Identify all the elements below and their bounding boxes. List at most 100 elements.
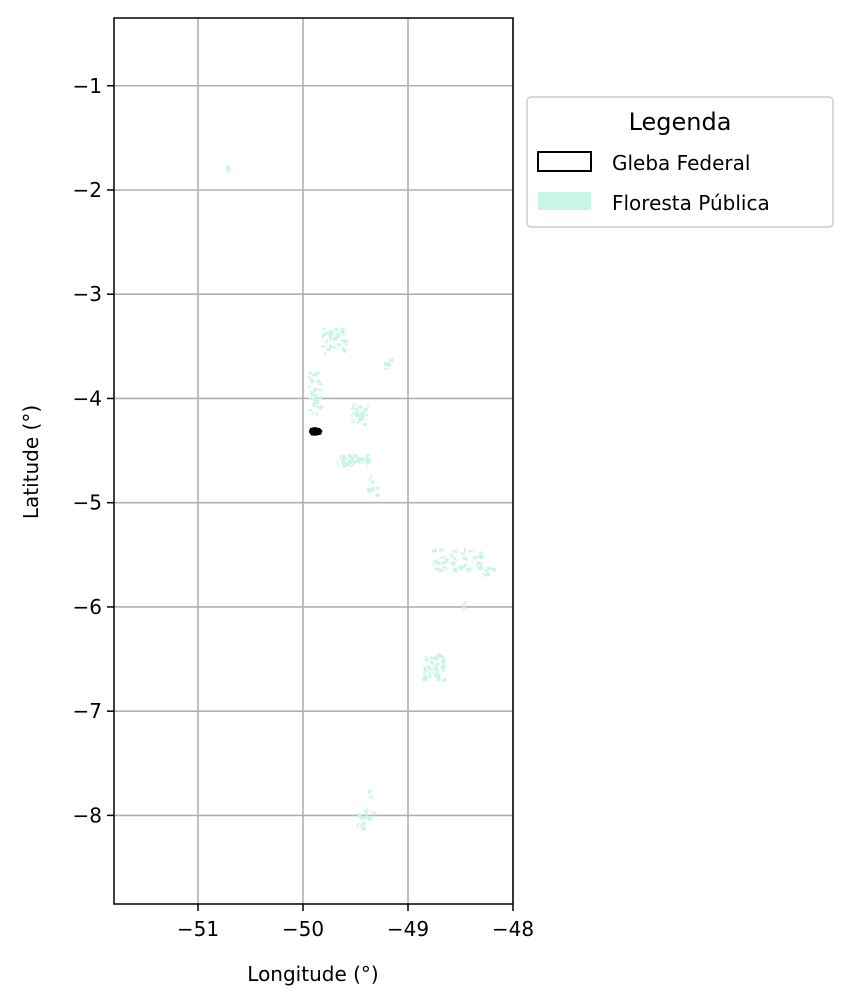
floresta-publica-patch (333, 347, 336, 349)
floresta-publica-patch (356, 421, 359, 424)
floresta-publica-patch (461, 609, 466, 611)
floresta-publica-patch (435, 662, 440, 666)
legend: Legenda Gleba Federal Floresta Pública (526, 96, 834, 228)
floresta-publica-patch (315, 412, 318, 415)
floresta-publica-patch (469, 568, 473, 570)
floresta-publica-patch (453, 550, 458, 553)
floresta-publica-patch (429, 661, 434, 665)
y-tick-label: −5 (73, 491, 102, 515)
floresta-publica-patch (227, 167, 231, 170)
floresta-publica-patch (464, 562, 467, 566)
floresta-publica-patch (442, 555, 444, 559)
floresta-publica-patch (310, 380, 313, 384)
legend-swatch-gleba-federal (537, 151, 592, 172)
floresta-publica-patch (312, 373, 315, 377)
floresta-publica-patch (426, 665, 431, 669)
floresta-publica-patch (440, 568, 443, 572)
floresta-publica-patch (315, 371, 318, 375)
gleba-federal-polygon (308, 427, 323, 436)
floresta-publica-patch (312, 402, 316, 407)
floresta-publica-patch (320, 405, 323, 407)
floresta-publica-patch (480, 564, 483, 568)
floresta-publica-patch (465, 567, 471, 572)
floresta-publica-patch (440, 665, 444, 670)
floresta-publica-patch (435, 673, 441, 678)
floresta-publica-patch (432, 671, 435, 674)
floresta-publica-patch (225, 167, 229, 170)
floresta-publica-patch (439, 548, 443, 552)
floresta-publica-patch (321, 334, 324, 339)
floresta-publica-patch (363, 815, 369, 819)
floresta-publica-patch (342, 327, 345, 332)
floresta-publica-patch (387, 361, 390, 363)
floresta-publica-patch (355, 407, 358, 411)
floresta-publica-patch (434, 567, 439, 571)
floresta-publica-patch (313, 397, 317, 401)
floresta-publica-patch (321, 345, 326, 348)
floresta-publica-patch (467, 608, 469, 611)
y-tick-label: −4 (73, 386, 102, 410)
floresta-publica-patch (475, 556, 480, 558)
floresta-publica-patch (436, 567, 441, 572)
floresta-publica-patch (384, 361, 387, 364)
floresta-publica-patch (370, 475, 372, 479)
floresta-publica-patch (478, 566, 484, 570)
floresta-publica-patch (451, 556, 454, 559)
floresta-publica-patch (361, 415, 365, 419)
x-tick-label: −48 (492, 917, 534, 941)
floresta-publica-patch (350, 460, 355, 463)
floresta-publica-patch (358, 813, 362, 818)
legend-label-floresta-publica: Floresta Pública (612, 191, 770, 215)
floresta-publica-patch (432, 656, 438, 661)
floresta-publica-patch (361, 821, 366, 825)
floresta-publica-patch (360, 457, 365, 461)
floresta-publica-patch (439, 562, 445, 565)
floresta-publica-patch (351, 459, 355, 462)
floresta-publica-patch (442, 561, 447, 564)
floresta-publica-patch (441, 658, 446, 661)
floresta-publica-patch (361, 411, 366, 415)
floresta-publica-layer (225, 165, 497, 831)
floresta-publica-patch (435, 678, 438, 680)
floresta-publica-patch (450, 561, 456, 566)
floresta-publica-patch (438, 567, 440, 569)
floresta-publica-patch (442, 564, 445, 569)
floresta-publica-patch (350, 422, 353, 425)
floresta-publica-patch (335, 334, 340, 339)
floresta-publica-patch (358, 813, 361, 815)
floresta-publica-patch (435, 669, 439, 673)
floresta-publica-patch (375, 486, 380, 490)
floresta-publica-patch (384, 367, 389, 370)
floresta-publica-patch (479, 555, 484, 560)
floresta-publica-patch (308, 397, 314, 400)
floresta-publica-patch (307, 385, 311, 388)
floresta-publica-patch (352, 461, 355, 466)
floresta-publica-patch (486, 566, 491, 571)
floresta-publica-patch (367, 816, 372, 821)
floresta-publica-patch (436, 656, 439, 660)
floresta-publica-patch (367, 488, 371, 491)
legend-label-gleba-federal: Gleba Federal (612, 151, 750, 175)
floresta-publica-patch (491, 567, 497, 572)
floresta-publica-patch (328, 348, 331, 352)
floresta-publica-patch (484, 573, 487, 577)
floresta-publica-patch (319, 396, 322, 400)
floresta-publica-patch (356, 459, 358, 463)
floresta-publica-patch (371, 811, 377, 814)
floresta-publica-patch (330, 331, 334, 336)
x-axis-ticks: −51 −50 −49 −48 (177, 904, 534, 941)
floresta-publica-patch (364, 408, 367, 412)
floresta-publica-patch (332, 337, 338, 341)
floresta-publica-patch (428, 675, 432, 679)
floresta-publica-patch (433, 559, 438, 562)
floresta-publica-patch (318, 383, 324, 386)
floresta-publica-patch (350, 418, 356, 420)
plot-frame (113, 17, 514, 905)
floresta-publica-patch (387, 369, 389, 371)
floresta-publica-patch (325, 339, 328, 344)
floresta-publica-patch (311, 379, 315, 383)
floresta-publica-patch (430, 657, 435, 659)
floresta-publica-patch (337, 346, 339, 349)
floresta-publica-patch (424, 669, 428, 672)
